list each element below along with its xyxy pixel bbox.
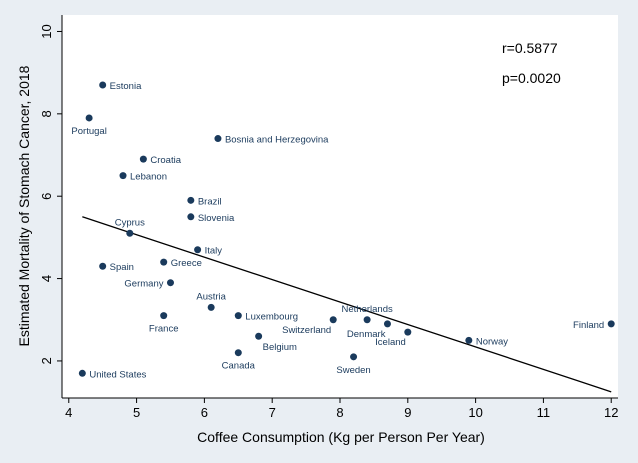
y-axis-label: Estimated Mortality of Stomach Cancer, 2… bbox=[16, 65, 32, 346]
data-point-label: Luxembourg bbox=[245, 312, 298, 323]
data-point bbox=[350, 353, 358, 361]
data-point bbox=[99, 81, 107, 89]
data-point-label: Iceland bbox=[375, 337, 406, 348]
data-point bbox=[78, 369, 86, 377]
data-point bbox=[99, 262, 107, 270]
data-point-label: Denmark bbox=[347, 329, 386, 340]
data-point bbox=[139, 155, 147, 163]
x-tick-label: 4 bbox=[65, 405, 72, 420]
data-point-label: Sweden bbox=[336, 365, 370, 376]
data-point-label: Switzerland bbox=[282, 325, 331, 336]
data-point bbox=[255, 332, 263, 340]
data-point-label: Germany bbox=[124, 279, 163, 290]
data-point-label: Norway bbox=[476, 336, 508, 347]
data-point-label: Italy bbox=[205, 246, 223, 257]
data-point bbox=[234, 349, 242, 357]
x-axis-ticks: 4 5 6 7 8 9 10 11 12 bbox=[65, 398, 618, 420]
data-point bbox=[160, 312, 168, 320]
data-point bbox=[119, 172, 127, 180]
data-point bbox=[207, 303, 215, 311]
regression-line bbox=[82, 216, 612, 393]
x-tick-label: 8 bbox=[336, 405, 343, 420]
y-tick-label: 8 bbox=[39, 110, 54, 117]
p-value-annotation: p=0.0020 bbox=[502, 70, 561, 86]
data-point-label: United States bbox=[89, 369, 146, 380]
x-tick-label: 12 bbox=[604, 405, 618, 420]
data-point bbox=[404, 328, 412, 336]
data-point bbox=[160, 258, 168, 266]
data-point-label: Brazil bbox=[198, 196, 222, 207]
x-tick-label: 6 bbox=[201, 405, 208, 420]
data-point-label: Spain bbox=[110, 262, 134, 273]
data-point bbox=[329, 316, 337, 324]
data-point bbox=[383, 320, 391, 328]
data-point-label: Finland bbox=[573, 320, 604, 331]
data-point bbox=[363, 316, 371, 324]
y-tick-label: 10 bbox=[39, 24, 54, 38]
x-tick-label: 9 bbox=[404, 405, 411, 420]
data-point-label: Austria bbox=[196, 291, 226, 302]
data-point-label: Canada bbox=[222, 361, 256, 372]
data-point-label: Bosnia and Herzegovina bbox=[225, 135, 329, 146]
data-point bbox=[234, 312, 242, 320]
data-point bbox=[166, 279, 174, 287]
y-tick-label: 6 bbox=[39, 193, 54, 200]
x-tick-label: 10 bbox=[468, 405, 482, 420]
data-point bbox=[214, 135, 222, 143]
y-tick-label: 2 bbox=[39, 357, 54, 364]
data-point-label: Lebanon bbox=[130, 172, 167, 183]
y-tick-label: 4 bbox=[39, 275, 54, 282]
x-tick-label: 7 bbox=[269, 405, 276, 420]
data-points bbox=[78, 81, 615, 377]
data-point-label: Estonia bbox=[110, 81, 142, 92]
data-point-label: Portugal bbox=[71, 126, 106, 137]
data-point bbox=[187, 196, 195, 204]
data-point-label: Croatia bbox=[150, 155, 181, 166]
data-point-label: Netherlands bbox=[342, 304, 393, 315]
x-tick-label: 5 bbox=[133, 405, 140, 420]
data-point-label: France bbox=[149, 324, 179, 335]
x-axis-label: Coffee Consumption (Kg per Person Per Ye… bbox=[197, 429, 485, 445]
plot-area bbox=[62, 15, 618, 398]
data-point bbox=[465, 336, 473, 344]
y-axis-ticks: 2 4 6 8 10 bbox=[39, 24, 62, 365]
data-point bbox=[194, 246, 202, 254]
data-point bbox=[187, 213, 195, 221]
x-tick-label: 11 bbox=[537, 405, 551, 420]
data-point bbox=[85, 114, 93, 122]
data-point bbox=[607, 320, 615, 328]
correlation-annotation: r=0.5877 bbox=[502, 40, 558, 56]
data-point-label: Belgium bbox=[263, 342, 297, 353]
data-point-label: Slovenia bbox=[198, 213, 235, 224]
data-point-label: Greece bbox=[171, 258, 202, 269]
data-point bbox=[126, 229, 134, 237]
data-point-label: Cyprus bbox=[115, 217, 145, 228]
point-labels: Estonia Portugal Bosnia and Herzegovina Cro… bbox=[71, 81, 604, 380]
